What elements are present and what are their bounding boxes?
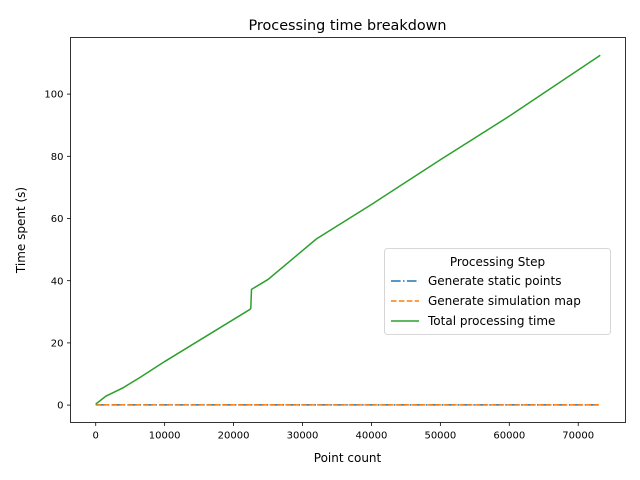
legend: Processing Step Generate static pointsGe… [384, 248, 611, 335]
x-tick-label: 40000 [356, 431, 388, 442]
x-tick-label: 60000 [493, 431, 525, 442]
series-line-2 [95, 54, 601, 405]
legend-title: Processing Step [450, 255, 545, 269]
plot-frame [70, 37, 626, 423]
series-layer [95, 54, 601, 406]
y-axis-label: Time spent (s) [14, 187, 28, 274]
x-tick-label: 70000 [562, 431, 594, 442]
legend-entries: Generate static points Generate simulatio… [391, 274, 581, 328]
legend-label-1: Generate simulation map [428, 294, 581, 308]
y-tick-label: 40 [51, 276, 64, 287]
y-tick-label: 20 [51, 338, 64, 349]
x-tick-label: 0 [93, 431, 99, 442]
chart-title: Processing time breakdown [248, 18, 446, 34]
y-tick-label: 80 [51, 152, 64, 163]
x-tick-label: 30000 [287, 431, 319, 442]
legend-label-2: Total processing time [427, 314, 555, 328]
x-tick-label: 10000 [149, 431, 181, 442]
y-axis: 0 20 40 60 80 100 [44, 90, 71, 412]
y-tick-label: 0 [57, 401, 63, 412]
x-axis-label: Point count [314, 451, 382, 465]
x-tick-label: 20000 [218, 431, 250, 442]
x-tick-label: 50000 [424, 431, 456, 442]
legend-box [384, 248, 611, 335]
y-tick-label: 60 [51, 214, 64, 225]
legend-label-0: Generate static points [428, 274, 561, 288]
x-axis: 0 10000 20000 30000 40000 50000 60000 70000 [93, 422, 594, 442]
y-tick-label: 100 [44, 90, 63, 101]
